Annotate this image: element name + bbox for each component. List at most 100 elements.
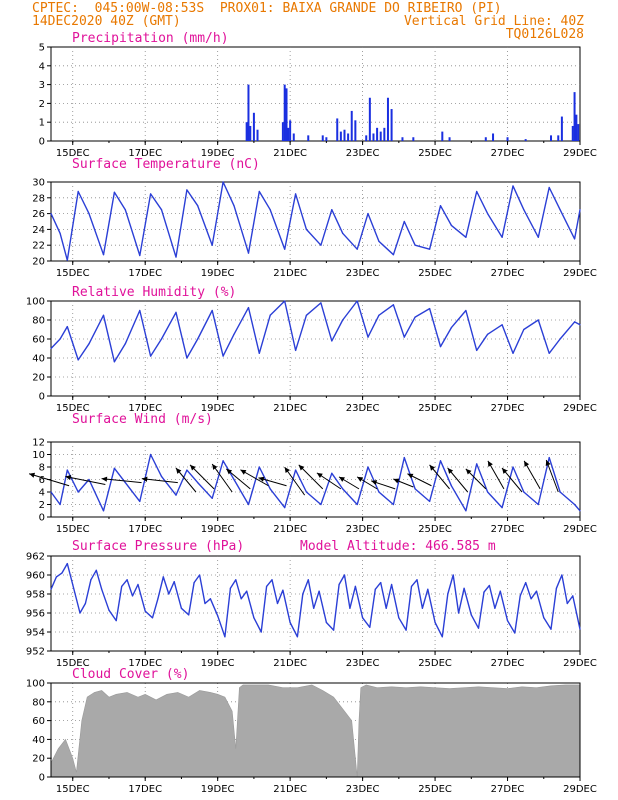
- y-tick-label: 0: [39, 773, 45, 784]
- wind-arrow-head: [258, 476, 265, 482]
- data-point: [157, 598, 159, 600]
- precip-bar: [287, 127, 290, 141]
- precip-bar: [285, 88, 288, 141]
- panel-title: Surface Pressure (hPa): [72, 539, 244, 554]
- precip-bar: [249, 125, 252, 141]
- y-tick-label: 28: [32, 193, 45, 204]
- y-tick-label: 956: [26, 609, 45, 620]
- data-point: [160, 209, 163, 211]
- data-point: [378, 314, 380, 316]
- data-point: [487, 213, 489, 215]
- data-point: [325, 621, 327, 624]
- x-tick-label: 23DEC: [346, 784, 380, 795]
- precip-bar: [289, 120, 292, 141]
- data-point: [258, 190, 260, 193]
- x-tick-label: 23DEC: [346, 658, 380, 669]
- data-point: [124, 209, 126, 211]
- wind-arrow-head: [141, 476, 148, 482]
- wind-arrow-head: [65, 475, 72, 481]
- precip-bar: [307, 135, 310, 141]
- data-point: [126, 579, 128, 581]
- precip-bar: [283, 84, 286, 141]
- data-point: [162, 576, 164, 578]
- data-point: [572, 595, 574, 597]
- data-point: [61, 572, 63, 574]
- data-point: [392, 304, 395, 306]
- data-point: [193, 582, 195, 584]
- data-point: [476, 190, 478, 193]
- y-tick-label: 954: [26, 628, 45, 639]
- x-tick-label: 29DEC: [563, 524, 597, 535]
- data-point: [269, 314, 271, 316]
- y-tick-label: 80: [32, 697, 45, 708]
- data-point: [131, 595, 134, 597]
- precip-bar: [492, 133, 495, 141]
- data-point: [342, 319, 344, 321]
- data-point: [548, 457, 550, 459]
- data-point: [465, 510, 467, 512]
- data-point: [229, 587, 231, 589]
- wind-arrow: [189, 464, 215, 490]
- panel-frame: [50, 555, 581, 652]
- data-point: [88, 478, 90, 481]
- data-point: [447, 593, 449, 595]
- data-point: [222, 181, 224, 183]
- x-tick-label: 25DEC: [418, 268, 452, 279]
- y-tick-label: 960: [26, 571, 45, 582]
- data-point: [222, 460, 224, 462]
- x-tick-label: 17DEC: [128, 148, 162, 159]
- data-point: [294, 193, 297, 195]
- data-point: [59, 338, 61, 340]
- data-point: [403, 457, 405, 459]
- x-tick-label: 15DEC: [56, 148, 90, 159]
- data-point: [150, 355, 152, 357]
- wind-arrow-head: [29, 472, 36, 478]
- x-tick-label: 25DEC: [418, 148, 452, 159]
- data-point: [284, 507, 286, 509]
- y-tick-label: 5: [39, 43, 45, 54]
- data-point: [414, 488, 416, 490]
- y-tick-label: 40: [32, 354, 45, 365]
- data-point: [559, 209, 561, 211]
- precip-bar: [573, 92, 576, 141]
- data-point: [59, 503, 61, 506]
- precip-bar: [281, 122, 284, 141]
- y-tick-label: 0: [39, 513, 45, 524]
- y-tick-label: 1: [39, 118, 45, 129]
- precip-bar: [412, 137, 415, 141]
- data-point: [175, 494, 177, 496]
- data-point: [380, 582, 382, 584]
- data-point: [367, 213, 369, 215]
- panel-title: Surface Wind (m/s): [72, 412, 213, 427]
- data-point: [530, 598, 532, 600]
- data-point: [258, 466, 260, 468]
- data-point: [211, 497, 213, 499]
- data-point: [439, 346, 442, 348]
- data-point: [476, 349, 478, 351]
- data-point: [331, 209, 333, 211]
- data-point: [247, 503, 250, 506]
- header-date: 14DEC2020 40Z (GMT): [32, 14, 181, 29]
- x-tick-label: 29DEC: [563, 658, 597, 669]
- x-tick-label: 19DEC: [201, 658, 235, 669]
- y-tick-label: 10: [32, 450, 45, 461]
- data-point: [144, 610, 146, 612]
- y-tick-label: 2: [39, 500, 45, 511]
- x-tick-label: 25DEC: [418, 524, 452, 535]
- panel-title: Surface Temperature (nC): [72, 157, 260, 172]
- y-tick-label: 0: [39, 137, 45, 148]
- data-point: [331, 472, 333, 474]
- y-tick-label: 26: [32, 209, 45, 220]
- precip-bar: [376, 127, 379, 141]
- data-point: [50, 213, 52, 215]
- wind-arrow-head: [175, 468, 182, 474]
- data-point: [294, 469, 297, 471]
- data-point: [137, 583, 139, 586]
- data-point: [77, 359, 79, 361]
- data-point: [284, 248, 286, 250]
- data-point: [559, 338, 561, 340]
- header-grid-line: Vertical Grid Line: 40Z: [403, 14, 584, 29]
- data-point: [429, 500, 431, 502]
- data-point: [463, 587, 465, 589]
